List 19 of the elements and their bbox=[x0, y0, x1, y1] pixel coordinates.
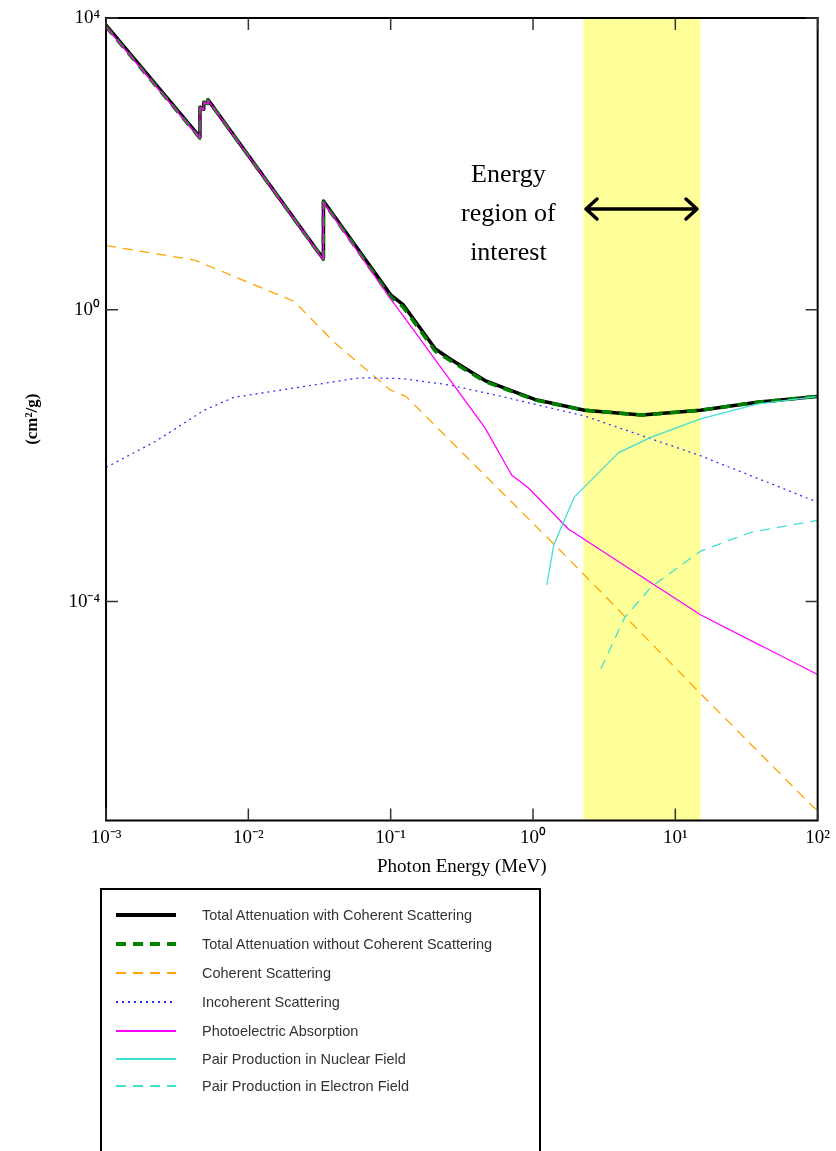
legend-label: Pair Production in Nuclear Field bbox=[202, 1050, 406, 1067]
legend-label: Total Attenuation without Coherent Scattering bbox=[202, 935, 493, 952]
y-tick-label: 10⁴ bbox=[74, 5, 101, 27]
y-tick-label: 10⁰ bbox=[74, 297, 101, 319]
x-tick-label: 10⁻¹ bbox=[375, 825, 407, 847]
x-tick-label: 10⁰ bbox=[520, 825, 546, 847]
legend-label: Total Attenuation with Coherent Scattering bbox=[202, 906, 473, 923]
legend-label: Coherent Scattering bbox=[202, 964, 331, 981]
legend-label: Pair Production in Electron Field bbox=[202, 1077, 410, 1094]
y-axis-title: (cm²/g) bbox=[21, 393, 41, 445]
legend-label: Incoherent Scattering bbox=[202, 993, 340, 1010]
x-tick-label: 10² bbox=[805, 825, 831, 847]
x-axis-title: Photon Energy (MeV) bbox=[377, 854, 547, 877]
x-tick-label: 10⁻² bbox=[233, 825, 264, 847]
x-tick-label: 10¹ bbox=[662, 825, 688, 847]
x-tick-label: 10⁻³ bbox=[90, 825, 122, 847]
legend-label: Photoelectric Absorption bbox=[202, 1022, 359, 1039]
y-tick-label: 10⁻⁴ bbox=[68, 589, 101, 611]
band-label: Energy region of interest bbox=[461, 158, 557, 266]
